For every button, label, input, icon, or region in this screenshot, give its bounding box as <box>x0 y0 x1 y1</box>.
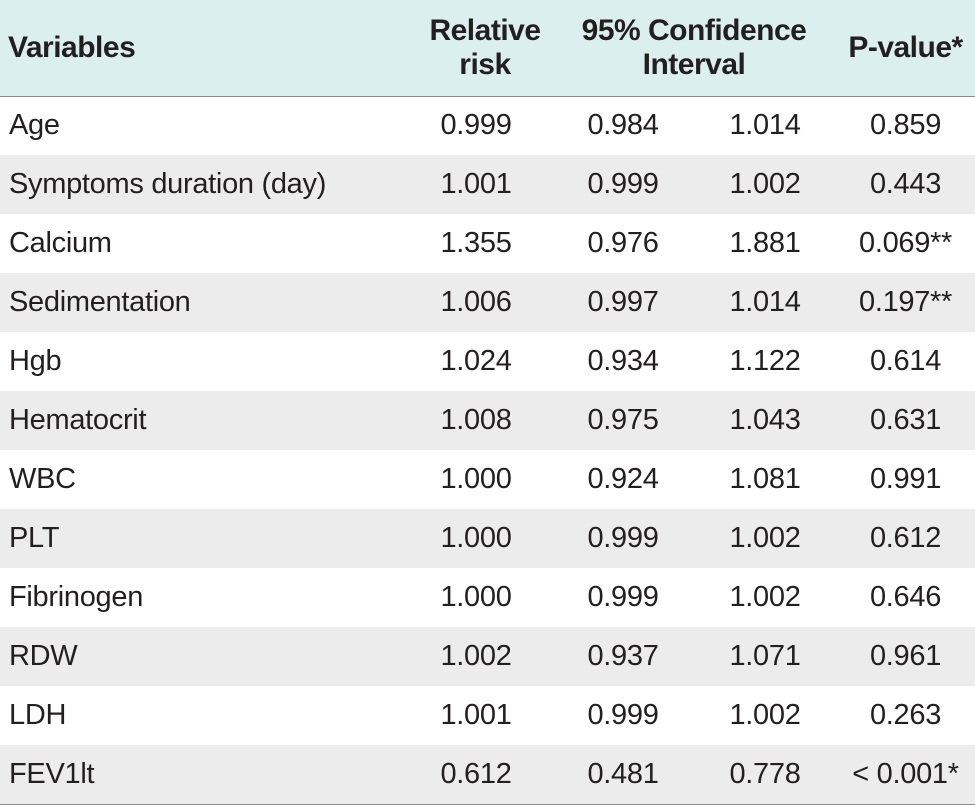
ci-lower-cell: 0.999 <box>587 522 659 554</box>
header-ci-line1: 95% Confidence <box>581 13 807 47</box>
relative-risk-cell: 1.355 <box>440 227 512 259</box>
ci-lower-cell: 0.997 <box>587 286 659 318</box>
table-row: FEV1lt 0.612 0.481 0.778 < 0.001* <box>0 745 975 805</box>
table-row: Hematocrit 1.008 0.975 1.043 0.631 <box>0 391 975 450</box>
ci-lower-cell: 0.975 <box>587 404 659 436</box>
variable-cell: WBC <box>9 463 76 495</box>
ci-upper-cell: 0.778 <box>694 745 837 805</box>
relative-risk-cell: 0.999 <box>440 109 512 142</box>
ci-upper-cell: 1.071 <box>729 640 801 672</box>
p-value-cell: 0.859 <box>869 109 942 142</box>
table-row: Symptoms duration (day) 1.001 0.999 1.002 0.… <box>0 155 975 214</box>
header-relative-risk-line1: Relative <box>429 13 541 47</box>
p-value-cell: < 0.001* <box>836 745 975 805</box>
header-relative-risk: Relative risk <box>400 0 552 97</box>
p-value-cell: 0.961 <box>869 640 942 672</box>
p-value-cell: 0.612 <box>869 522 942 554</box>
relative-risk-cell: 1.000 <box>440 581 512 613</box>
ci-upper-cell: 1.014 <box>729 109 801 142</box>
header-relative-risk-line2: risk <box>459 47 511 81</box>
p-value-cell: 0.069** <box>858 227 953 259</box>
ci-lower-cell: 0.924 <box>587 463 659 495</box>
table-header-row: Variables Relative risk 95% Confidence I… <box>0 0 975 97</box>
variable-cell: Fibrinogen <box>9 581 144 613</box>
variable-cell: Hgb <box>9 345 62 377</box>
ci-lower-cell: 0.976 <box>587 227 659 259</box>
ci-upper-cell: 1.122 <box>729 345 801 377</box>
ci-upper-cell: 1.002 <box>729 522 801 554</box>
ci-upper-cell: 1.043 <box>729 404 801 436</box>
variable-cell: RDW <box>9 640 78 672</box>
ci-upper-cell: 1.002 <box>729 168 801 200</box>
table-row: RDW 1.002 0.937 1.071 0.961 <box>0 627 975 686</box>
table-row: Fibrinogen 1.000 0.999 1.002 0.646 <box>0 568 975 627</box>
variable-cell: Symptoms duration (day) <box>9 168 327 200</box>
variable-cell: Hematocrit <box>9 404 147 436</box>
relative-risk-cell: 0.612 <box>400 745 552 805</box>
p-value-cell: 0.197** <box>858 286 953 318</box>
p-value-cell: 0.631 <box>869 404 942 436</box>
ci-lower-cell: 0.937 <box>587 640 659 672</box>
table-row: WBC 1.000 0.924 1.081 0.991 <box>0 450 975 509</box>
relative-risk-cell: 1.024 <box>440 345 512 377</box>
ci-upper-cell: 1.002 <box>729 699 801 731</box>
ci-lower-cell: 0.999 <box>587 581 659 613</box>
relative-risk-cell: 1.000 <box>440 463 512 495</box>
relative-risk-cell: 1.001 <box>440 699 512 731</box>
ci-upper-cell: 1.002 <box>729 581 801 613</box>
table-row: Hgb 1.024 0.934 1.122 0.614 <box>0 332 975 391</box>
table-row: Age 0.999 0.984 1.014 0.859 <box>0 96 975 155</box>
variable-cell: LDH <box>9 699 67 731</box>
variable-cell: Calcium <box>9 227 112 259</box>
table-row: Calcium 1.355 0.976 1.881 0.069** <box>0 214 975 273</box>
relative-risk-cell: 1.001 <box>440 168 512 200</box>
relative-risk-cell: 1.002 <box>440 640 512 672</box>
variable-cell: FEV1lt <box>0 745 400 805</box>
p-value-cell: 0.263 <box>869 699 942 731</box>
variable-cell: PLT <box>9 522 60 554</box>
p-value-cell: 0.443 <box>869 168 942 200</box>
ci-lower-cell: 0.481 <box>552 745 694 805</box>
header-p-value: P-value* <box>836 0 975 97</box>
relative-risk-cell: 1.000 <box>440 522 512 554</box>
ci-lower-cell: 0.934 <box>587 345 659 377</box>
ci-lower-cell: 0.984 <box>587 109 659 142</box>
relative-risk-cell: 1.008 <box>440 404 512 436</box>
header-confidence-interval: 95% Confidence Interval <box>552 0 837 97</box>
relative-risk-cell: 1.006 <box>440 286 512 318</box>
ci-upper-cell: 1.881 <box>729 227 801 259</box>
variable-cell: Sedimentation <box>9 286 191 318</box>
table-body: Age 0.999 0.984 1.014 0.859 Symptoms duration… <box>0 96 975 805</box>
header-ci-line2: Interval <box>642 47 746 81</box>
table-row: PLT 1.000 0.999 1.002 0.612 <box>0 509 975 568</box>
ci-upper-cell: 1.014 <box>729 286 801 318</box>
table-row: Sedimentation 1.006 0.997 1.014 0.197** <box>0 273 975 332</box>
header-variables: Variables <box>0 0 400 97</box>
variable-cell: Age <box>9 109 60 142</box>
ci-lower-cell: 0.999 <box>587 168 659 200</box>
p-value-cell: 0.991 <box>869 463 942 495</box>
ci-lower-cell: 0.999 <box>587 699 659 731</box>
ci-upper-cell: 1.081 <box>729 463 801 495</box>
table-row: LDH 1.001 0.999 1.002 0.263 <box>0 686 975 745</box>
p-value-cell: 0.614 <box>869 345 942 377</box>
p-value-cell: 0.646 <box>869 581 942 613</box>
